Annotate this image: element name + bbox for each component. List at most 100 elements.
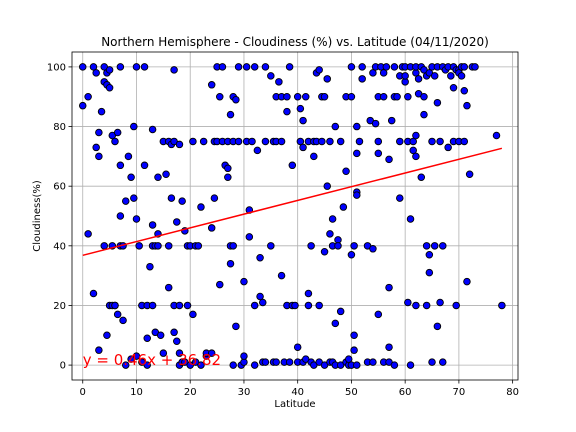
data-point — [283, 92, 291, 101]
data-point — [355, 137, 364, 146]
data-point — [226, 259, 235, 268]
data-point — [207, 349, 216, 357]
data-point — [250, 301, 259, 310]
data-point — [229, 361, 237, 369]
data-point — [272, 358, 280, 366]
data-point — [390, 63, 399, 71]
data-point — [385, 283, 393, 292]
data-point — [170, 328, 178, 337]
data-point — [436, 137, 444, 146]
data-point — [382, 63, 391, 71]
data-point — [396, 194, 404, 202]
data-point — [369, 69, 377, 77]
data-point — [135, 242, 143, 250]
data-point — [406, 361, 415, 369]
y-tick-label: 80 — [53, 122, 66, 133]
data-point — [240, 352, 248, 360]
data-point — [353, 361, 361, 369]
data-point — [428, 358, 436, 366]
data-point — [371, 119, 380, 128]
data-point — [253, 146, 262, 155]
data-point — [250, 63, 259, 71]
data-point — [353, 122, 361, 131]
data-point — [111, 137, 119, 146]
data-point — [207, 81, 216, 89]
data-point — [347, 92, 356, 101]
data-point — [285, 63, 294, 71]
data-point — [374, 149, 383, 158]
data-point — [89, 289, 98, 298]
data-point — [379, 92, 388, 101]
data-point — [283, 107, 291, 116]
data-point — [84, 230, 92, 238]
data-point — [350, 346, 358, 354]
data-point — [323, 182, 331, 190]
data-point — [256, 253, 264, 262]
data-point — [242, 63, 251, 71]
data-point — [393, 92, 401, 101]
data-point — [178, 197, 186, 205]
data-point — [315, 66, 323, 74]
data-point — [492, 131, 501, 140]
data-point — [463, 277, 471, 286]
data-point — [89, 63, 98, 71]
data-point — [417, 173, 426, 181]
data-point — [425, 268, 434, 277]
data-point — [140, 161, 149, 170]
data-point — [189, 137, 197, 146]
data-point — [328, 215, 337, 223]
data-point — [173, 218, 181, 226]
data-point — [84, 92, 92, 101]
data-point — [156, 331, 165, 340]
data-point — [439, 358, 447, 366]
data-point — [162, 170, 170, 179]
data-point — [420, 110, 428, 119]
data-point — [336, 307, 345, 316]
data-point — [248, 137, 256, 146]
data-point — [140, 63, 149, 71]
data-point — [344, 355, 353, 363]
data-point — [183, 301, 192, 310]
data-point — [194, 242, 203, 250]
data-point — [175, 301, 184, 310]
y-tick-label: 0 — [60, 361, 66, 372]
data-point — [339, 203, 348, 211]
data-point — [498, 301, 506, 310]
y-tick-label: 40 — [53, 241, 66, 252]
data-point — [465, 170, 474, 179]
x-tick-label: 30 — [238, 387, 251, 398]
data-point — [224, 164, 232, 173]
data-point — [148, 301, 157, 310]
data-point — [146, 262, 154, 271]
data-point — [457, 72, 466, 80]
data-points — [78, 63, 506, 369]
data-point — [143, 334, 151, 343]
data-point — [406, 215, 415, 223]
data-point — [224, 173, 232, 181]
data-point — [105, 66, 114, 74]
data-point — [412, 131, 420, 140]
y-tick-label: 100 — [47, 62, 66, 73]
data-point — [113, 310, 122, 319]
data-point — [199, 137, 208, 146]
data-point — [342, 167, 350, 176]
data-point — [250, 361, 259, 369]
data-point — [358, 63, 366, 71]
x-tick-label: 60 — [399, 387, 412, 398]
data-point — [116, 212, 125, 220]
data-point — [293, 343, 302, 351]
data-point — [396, 137, 404, 146]
data-point — [447, 72, 455, 80]
data-point — [347, 251, 356, 259]
data-point — [259, 298, 267, 307]
data-point — [425, 251, 434, 259]
data-point — [307, 242, 315, 250]
data-point — [197, 203, 205, 211]
data-point — [167, 194, 176, 202]
data-point — [296, 104, 305, 113]
data-point — [232, 322, 240, 331]
data-point — [369, 358, 377, 366]
data-point — [92, 143, 100, 152]
data-point — [293, 92, 302, 101]
